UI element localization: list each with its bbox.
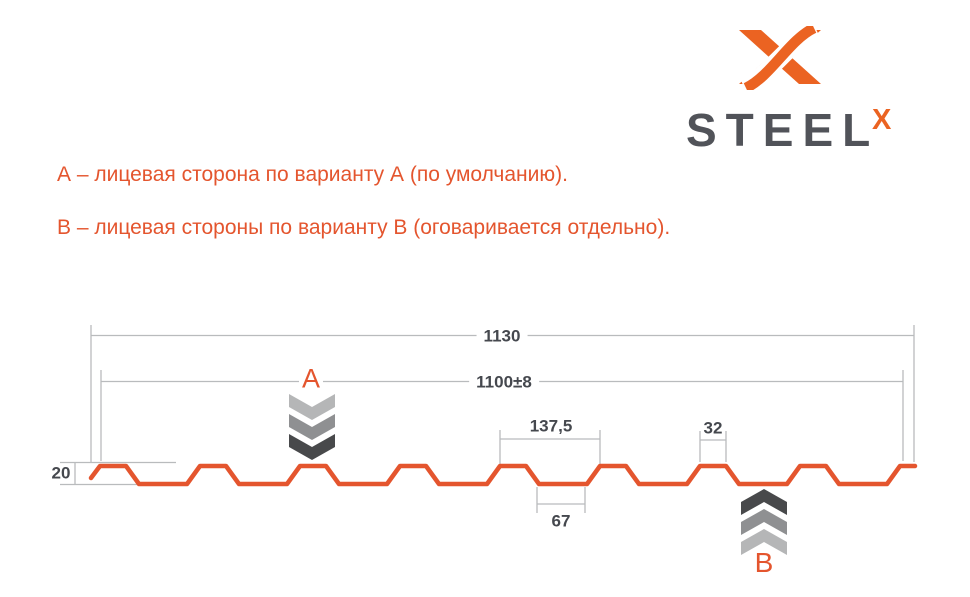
note-variant-a: А – лицевая сторона по варианту А (по ум… <box>57 163 568 186</box>
dim-cover-width: 1100±8 <box>469 372 539 392</box>
dim-rib-pitch: 137,5 <box>529 416 573 436</box>
dim-overall-width: 1130 <box>476 326 528 346</box>
dim-rib-top-width: 32 <box>703 418 723 438</box>
marker-b-label: В <box>754 547 774 578</box>
chevrons-down-a-icon <box>289 394 335 460</box>
steelx-logo-icon <box>739 26 821 90</box>
brand-superscript-x: X <box>872 104 892 136</box>
dim-rib-base-width: 67 <box>551 511 571 531</box>
brand-name: STEEL <box>686 104 880 156</box>
note-variant-b: В – лицевая стороны по варианту В (огова… <box>57 216 671 239</box>
profile-outline <box>88 463 918 487</box>
dim-profile-height: 20 <box>51 463 71 483</box>
marker-a-label: А <box>298 365 324 393</box>
chevrons-up-b-icon <box>741 489 787 555</box>
